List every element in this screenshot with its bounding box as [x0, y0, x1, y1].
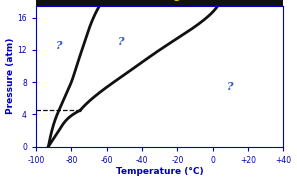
Y-axis label: Pressure (atm): Pressure (atm) — [6, 38, 15, 114]
Text: ?: ? — [56, 40, 62, 51]
Bar — [36, 0, 283, 6]
Text: Phase Diagram: Phase Diagram — [115, 0, 204, 1]
Text: ?: ? — [118, 36, 124, 47]
X-axis label: Temperature (°C): Temperature (°C) — [116, 167, 203, 176]
Text: ?: ? — [227, 81, 234, 92]
